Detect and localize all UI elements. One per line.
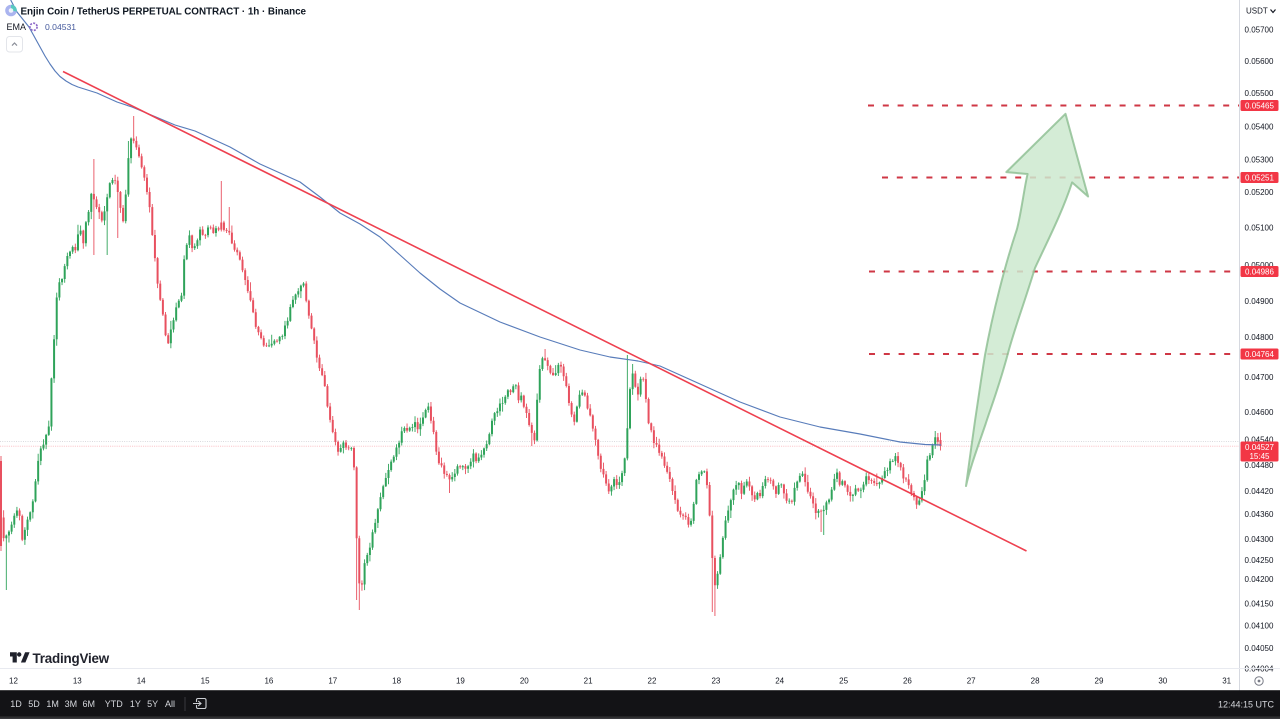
svg-text:17: 17	[328, 677, 337, 686]
svg-text:13: 13	[73, 677, 82, 686]
svg-text:29: 29	[1095, 677, 1104, 686]
svg-text:0.05100: 0.05100	[1245, 224, 1274, 233]
svg-text:1M: 1M	[46, 699, 59, 709]
svg-text:TradingView: TradingView	[33, 651, 110, 666]
svg-text:0.04200: 0.04200	[1245, 575, 1274, 584]
svg-text:YTD: YTD	[105, 699, 124, 709]
svg-text:0.05300: 0.05300	[1245, 156, 1274, 165]
svg-text:26: 26	[903, 677, 912, 686]
svg-text:15:45: 15:45	[1249, 452, 1270, 461]
svg-text:12:44:15 UTC: 12:44:15 UTC	[1218, 700, 1275, 710]
svg-text:21: 21	[584, 677, 593, 686]
svg-text:23: 23	[711, 677, 720, 686]
svg-text:0.05200: 0.05200	[1245, 188, 1274, 197]
svg-text:1D: 1D	[10, 699, 22, 709]
svg-text:0.05000: 0.05000	[1245, 261, 1274, 270]
svg-text:0.05400: 0.05400	[1245, 123, 1274, 132]
svg-text:18: 18	[392, 677, 401, 686]
svg-text:0.05500: 0.05500	[1245, 89, 1274, 98]
svg-text:0.05700: 0.05700	[1245, 26, 1274, 35]
svg-text:0.04900: 0.04900	[1245, 297, 1274, 306]
svg-text:0.04480: 0.04480	[1245, 461, 1274, 470]
svg-text:15: 15	[201, 677, 210, 686]
svg-text:Enjin Coin / TetherUS PERPETUA: Enjin Coin / TetherUS PERPETUAL CONTRACT…	[21, 7, 307, 18]
svg-text:16: 16	[264, 677, 273, 686]
svg-text:USDT: USDT	[1246, 7, 1268, 16]
svg-text:20: 20	[520, 677, 529, 686]
svg-text:1Y: 1Y	[130, 699, 141, 709]
svg-text:31: 31	[1222, 677, 1231, 686]
svg-text:5D: 5D	[28, 699, 40, 709]
svg-text:30: 30	[1158, 677, 1167, 686]
svg-text:0.04420: 0.04420	[1245, 487, 1274, 496]
svg-text:0.05465: 0.05465	[1245, 101, 1274, 110]
svg-text:14: 14	[137, 677, 146, 686]
svg-text:0.04004: 0.04004	[1245, 665, 1274, 674]
svg-text:27: 27	[967, 677, 976, 686]
svg-text:0.04300: 0.04300	[1245, 535, 1274, 544]
svg-text:0.04531: 0.04531	[45, 22, 76, 32]
svg-text:0.05600: 0.05600	[1245, 57, 1274, 66]
svg-text:28: 28	[1031, 677, 1040, 686]
svg-text:0.04527: 0.04527	[1245, 443, 1274, 452]
svg-text:0.04986: 0.04986	[1245, 267, 1274, 276]
svg-text:0.04150: 0.04150	[1245, 599, 1274, 608]
svg-text:24: 24	[775, 677, 784, 686]
svg-text:0.04540: 0.04540	[1245, 435, 1274, 444]
svg-text:EMA: EMA	[7, 22, 27, 32]
svg-text:5Y: 5Y	[147, 699, 158, 709]
svg-text:All: All	[165, 699, 175, 709]
svg-text:0.04600: 0.04600	[1245, 408, 1274, 417]
svg-text:0.04700: 0.04700	[1245, 373, 1274, 382]
svg-text:19: 19	[456, 677, 465, 686]
svg-text:6M: 6M	[83, 699, 96, 709]
svg-text:22: 22	[648, 677, 657, 686]
svg-text:0.04764: 0.04764	[1245, 350, 1274, 359]
svg-text:0.05251: 0.05251	[1245, 173, 1274, 182]
svg-text:0.04050: 0.04050	[1245, 644, 1274, 653]
svg-text:0.04800: 0.04800	[1245, 333, 1274, 342]
svg-text:12: 12	[9, 677, 18, 686]
svg-text:25: 25	[839, 677, 848, 686]
svg-text:0.04100: 0.04100	[1245, 622, 1274, 631]
svg-text:3M: 3M	[65, 699, 78, 709]
svg-text:0.04250: 0.04250	[1245, 556, 1274, 565]
svg-text:0.04360: 0.04360	[1245, 510, 1274, 519]
